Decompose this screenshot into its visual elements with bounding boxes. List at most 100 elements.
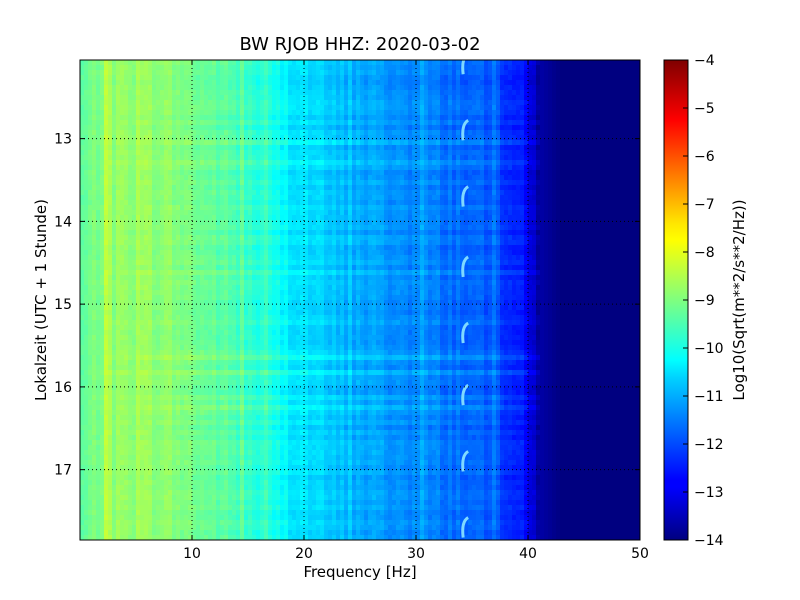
heatmap-cell [252, 180, 257, 186]
heatmap-cell [100, 210, 105, 216]
heatmap-cell [600, 210, 605, 216]
heatmap-cell [220, 220, 225, 226]
heatmap-cell [356, 70, 361, 76]
heatmap-cell [600, 200, 605, 206]
heatmap-cell [348, 210, 353, 216]
heatmap-cell [360, 70, 365, 76]
heatmap-cell [208, 155, 213, 161]
heatmap-cell [148, 110, 153, 116]
heatmap-cell [132, 235, 137, 241]
heatmap-cell [148, 95, 153, 101]
heatmap-cell [180, 200, 185, 206]
heatmap-cell [464, 100, 469, 106]
heatmap-cell [612, 215, 617, 221]
heatmap-cell [580, 155, 585, 161]
heatmap-cell [552, 65, 557, 71]
heatmap-cell [292, 130, 297, 136]
heatmap-cell [180, 70, 185, 76]
heatmap-cell [144, 115, 149, 121]
heatmap-cell [388, 90, 393, 96]
heatmap-cell [96, 130, 101, 136]
heatmap-cell [196, 130, 201, 136]
heatmap-cell [512, 210, 517, 216]
heatmap-cell [172, 220, 177, 226]
heatmap-cell [300, 110, 305, 116]
heatmap-cell [272, 70, 277, 76]
heatmap-cell [340, 155, 345, 161]
heatmap-cell [292, 80, 297, 86]
heatmap-cell [288, 155, 293, 161]
heatmap-cell [484, 135, 489, 141]
heatmap-cell [428, 90, 433, 96]
heatmap-cell [132, 120, 137, 126]
heatmap-cell [212, 150, 217, 156]
heatmap-cell [320, 170, 325, 176]
heatmap-cell [140, 180, 145, 186]
heatmap-cell [140, 170, 145, 176]
heatmap-cell [312, 100, 317, 106]
heatmap-cell [356, 95, 361, 101]
heatmap-cell [364, 115, 369, 121]
heatmap-cell [592, 220, 597, 226]
heatmap-cell [220, 120, 225, 126]
heatmap-cell [388, 105, 393, 111]
heatmap-cell [576, 225, 581, 231]
heatmap-cell [444, 80, 449, 86]
heatmap-cell [272, 180, 277, 186]
heatmap-cell [496, 140, 501, 146]
heatmap-cell [112, 70, 117, 76]
heatmap-cell [140, 215, 145, 221]
heatmap-cell [112, 190, 117, 196]
heatmap-cell [208, 190, 213, 196]
heatmap-cell [188, 170, 193, 176]
heatmap-cell [608, 195, 613, 201]
heatmap-cell [452, 195, 457, 201]
heatmap-cell [380, 110, 385, 116]
heatmap-cell [488, 135, 493, 141]
heatmap-cell [404, 60, 409, 66]
heatmap-cell [460, 140, 465, 146]
heatmap-cell [408, 120, 413, 126]
heatmap-cell [316, 130, 321, 136]
heatmap-cell [384, 95, 389, 101]
heatmap-cell [192, 160, 197, 166]
heatmap-cell [272, 110, 277, 116]
heatmap-cell [144, 150, 149, 156]
heatmap-cell [524, 160, 529, 166]
heatmap-cell [588, 125, 593, 131]
heatmap-cell [268, 75, 273, 81]
heatmap-cell [184, 115, 189, 121]
heatmap-cell [260, 215, 265, 221]
heatmap-cell [500, 210, 505, 216]
heatmap-cell [104, 220, 109, 226]
heatmap-cell [436, 60, 441, 66]
heatmap-cell [416, 125, 421, 131]
heatmap-cell [268, 110, 273, 116]
heatmap-cell [424, 110, 429, 116]
heatmap-cell [508, 95, 513, 101]
heatmap-cell [556, 95, 561, 101]
heatmap-cell [512, 220, 517, 226]
heatmap-cell [420, 135, 425, 141]
heatmap-cell [408, 85, 413, 91]
heatmap-cell [400, 225, 405, 231]
heatmap-cell [520, 75, 525, 81]
heatmap-cell [476, 100, 481, 106]
heatmap-cell [216, 185, 221, 191]
heatmap-cell [136, 145, 141, 151]
heatmap-cell [148, 210, 153, 216]
heatmap-cell [524, 185, 529, 191]
heatmap-cell [376, 150, 381, 156]
heatmap-cell [428, 115, 433, 121]
heatmap-cell [488, 100, 493, 106]
heatmap-cell [276, 125, 281, 131]
heatmap-cell [476, 70, 481, 76]
heatmap-cell [152, 215, 157, 221]
heatmap-cell [592, 120, 597, 126]
heatmap-cell [576, 90, 581, 96]
heatmap-cell [212, 80, 217, 86]
heatmap-cell [328, 70, 333, 76]
heatmap-cell [580, 230, 585, 236]
heatmap-cell [216, 135, 221, 141]
heatmap-cell [340, 100, 345, 106]
